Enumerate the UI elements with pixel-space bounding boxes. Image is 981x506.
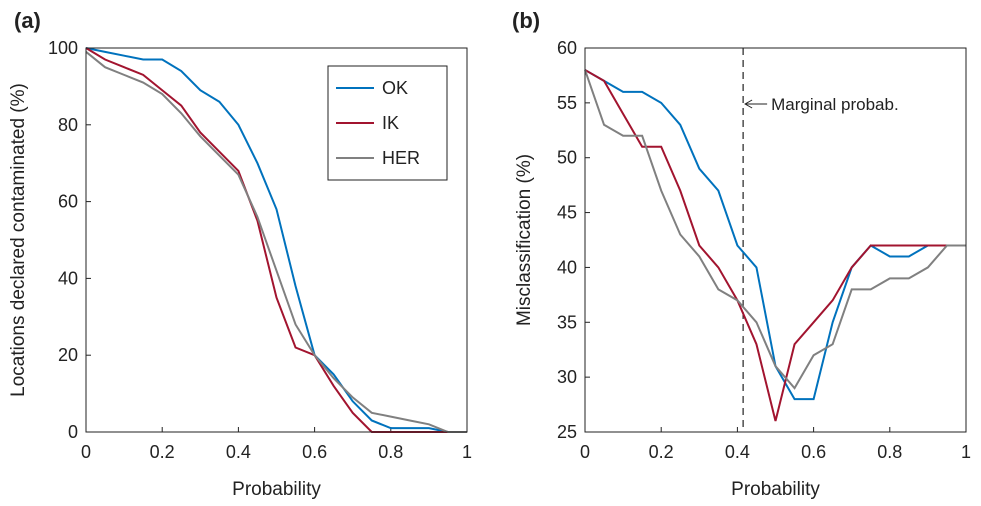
x-tick-label: 0.8 bbox=[877, 442, 902, 462]
legend-label: HER bbox=[382, 148, 420, 168]
x-tick-label: 1 bbox=[961, 442, 971, 462]
data-line bbox=[584, 69, 966, 390]
y-tick-label: 45 bbox=[557, 203, 577, 223]
y-tick-label: 60 bbox=[58, 192, 78, 212]
legend-label: OK bbox=[382, 78, 408, 98]
x-tick-label: 0 bbox=[81, 442, 91, 462]
y-tick-label: 80 bbox=[58, 115, 78, 135]
x-tick-label: 0.4 bbox=[226, 442, 251, 462]
data-line bbox=[584, 69, 966, 422]
y-tick-label: 55 bbox=[557, 93, 577, 113]
x-tick-label: 0 bbox=[580, 442, 590, 462]
data-line bbox=[584, 69, 966, 401]
y-axis-label: Misclassification (%) bbox=[514, 154, 535, 326]
x-axis-label: Probability bbox=[232, 479, 321, 500]
x-tick-label: 0.6 bbox=[801, 442, 826, 462]
y-tick-label: 60 bbox=[557, 38, 577, 58]
x-tick-label: 0.2 bbox=[649, 442, 674, 462]
plot-frame bbox=[85, 47, 468, 433]
annotation: Marginal probab. bbox=[771, 95, 899, 114]
y-tick-label: 0 bbox=[68, 422, 78, 442]
y-tick-label: 40 bbox=[58, 268, 78, 288]
y-tick-label: 100 bbox=[48, 38, 78, 58]
data-line bbox=[85, 51, 467, 433]
panel-label: (a) bbox=[14, 8, 41, 33]
plot-frame bbox=[584, 47, 967, 433]
y-tick-label: 40 bbox=[557, 257, 577, 277]
y-axis-label: Locations declared contaminated (%) bbox=[8, 83, 29, 397]
y-tick-label: 30 bbox=[557, 367, 577, 387]
x-tick-label: 0.8 bbox=[378, 442, 403, 462]
y-tick-label: 20 bbox=[58, 345, 78, 365]
y-tick-label: 50 bbox=[557, 148, 577, 168]
x-axis-label: Probability bbox=[731, 479, 820, 500]
y-tick-label: 35 bbox=[557, 312, 577, 332]
x-tick-label: 1 bbox=[462, 442, 472, 462]
annotation-arrow bbox=[744, 99, 768, 109]
data-line bbox=[85, 47, 467, 433]
x-tick-label: 0.4 bbox=[725, 442, 750, 462]
x-tick-label: 0.6 bbox=[302, 442, 327, 462]
legend-label: IK bbox=[382, 113, 399, 133]
panel-label: (b) bbox=[512, 8, 540, 33]
y-tick-label: 25 bbox=[557, 422, 577, 442]
x-tick-label: 0.2 bbox=[150, 442, 175, 462]
